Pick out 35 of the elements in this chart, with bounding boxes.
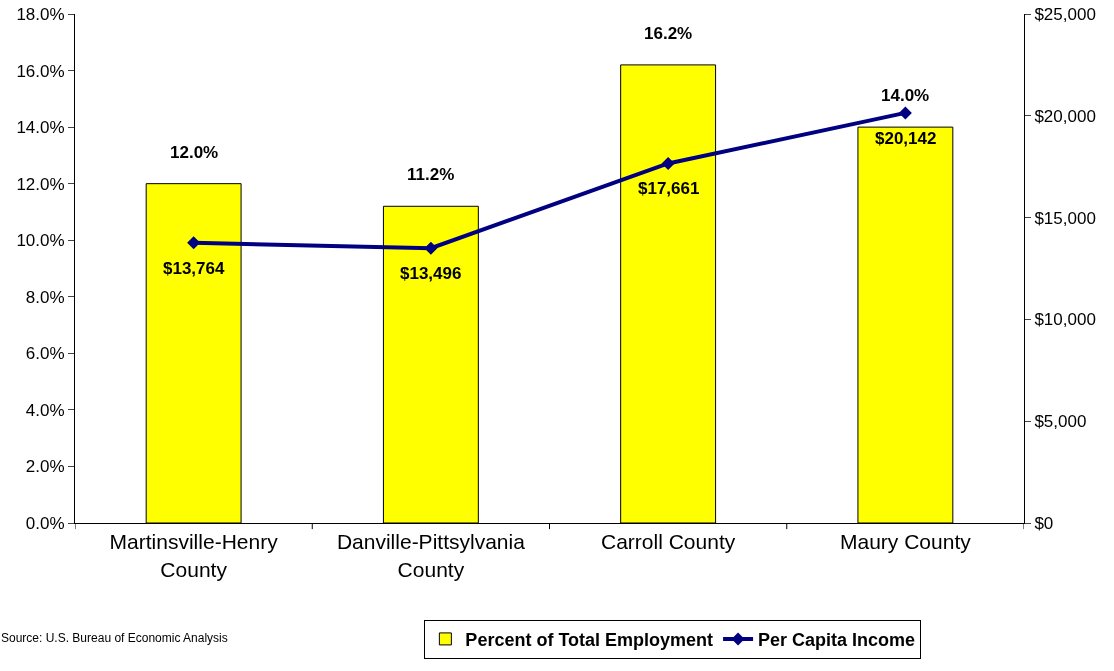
y-tick-label: 4.0% [25, 400, 65, 420]
y-tick-label: 2.0% [25, 457, 65, 477]
y-tick-label: 8.0% [25, 287, 65, 307]
point [661, 156, 675, 170]
y2-tick-label: $0 [1034, 513, 1054, 533]
y-tick-label: 12.0% [16, 174, 65, 194]
y2-tick-label: $10,000 [1034, 310, 1096, 330]
data-label: 11.2% [407, 165, 455, 184]
data-label: $17,661 [638, 179, 700, 198]
y2-tick-label: $5,000 [1034, 412, 1087, 432]
point [187, 236, 201, 250]
y2-tick-label: $25,000 [1034, 4, 1096, 24]
y-tick-label: 0.0% [25, 513, 65, 533]
y-tick-label: 10.0% [16, 231, 65, 251]
legend-label: Percent of Total Employment [465, 629, 714, 650]
point [424, 241, 438, 255]
y-tick-label: 14.0% [16, 118, 65, 138]
data-label: 14.0% [881, 86, 930, 105]
x-tick-label: Martinsville-Henry County [109, 530, 279, 581]
y2-tick-label: $15,000 [1034, 208, 1096, 228]
y-tick-label: 18.0% [16, 4, 65, 24]
data-label: 12.0% [170, 143, 219, 162]
y-tick-label: 16.0% [16, 61, 65, 81]
x-tick-label: Danville-Pittsylvania County [336, 530, 526, 581]
x-tick-label: Carroll County [601, 530, 736, 554]
y2-tick-label: $20,000 [1034, 106, 1096, 126]
legend-label: Per Capita Income [758, 629, 916, 650]
source-note: Source: U.S. Bureau of Economic Analysis [1, 631, 228, 645]
data-label: $13,496 [400, 264, 462, 283]
data-label: $20,142 [875, 129, 937, 148]
data-label: 16.2% [644, 24, 693, 43]
x-tick-label: Maury County [840, 530, 972, 554]
data-label: $13,764 [163, 259, 225, 278]
point [898, 106, 912, 120]
y-tick-label: 6.0% [25, 344, 65, 364]
